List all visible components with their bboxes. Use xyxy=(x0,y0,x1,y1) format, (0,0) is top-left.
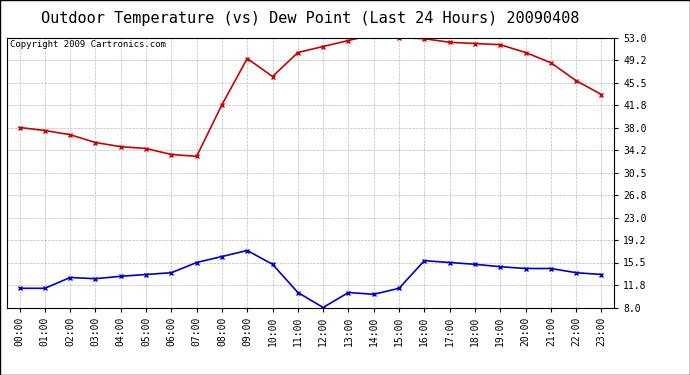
Text: Copyright 2009 Cartronics.com: Copyright 2009 Cartronics.com xyxy=(10,40,166,49)
Text: Outdoor Temperature (vs) Dew Point (Last 24 Hours) 20090408: Outdoor Temperature (vs) Dew Point (Last… xyxy=(41,11,580,26)
